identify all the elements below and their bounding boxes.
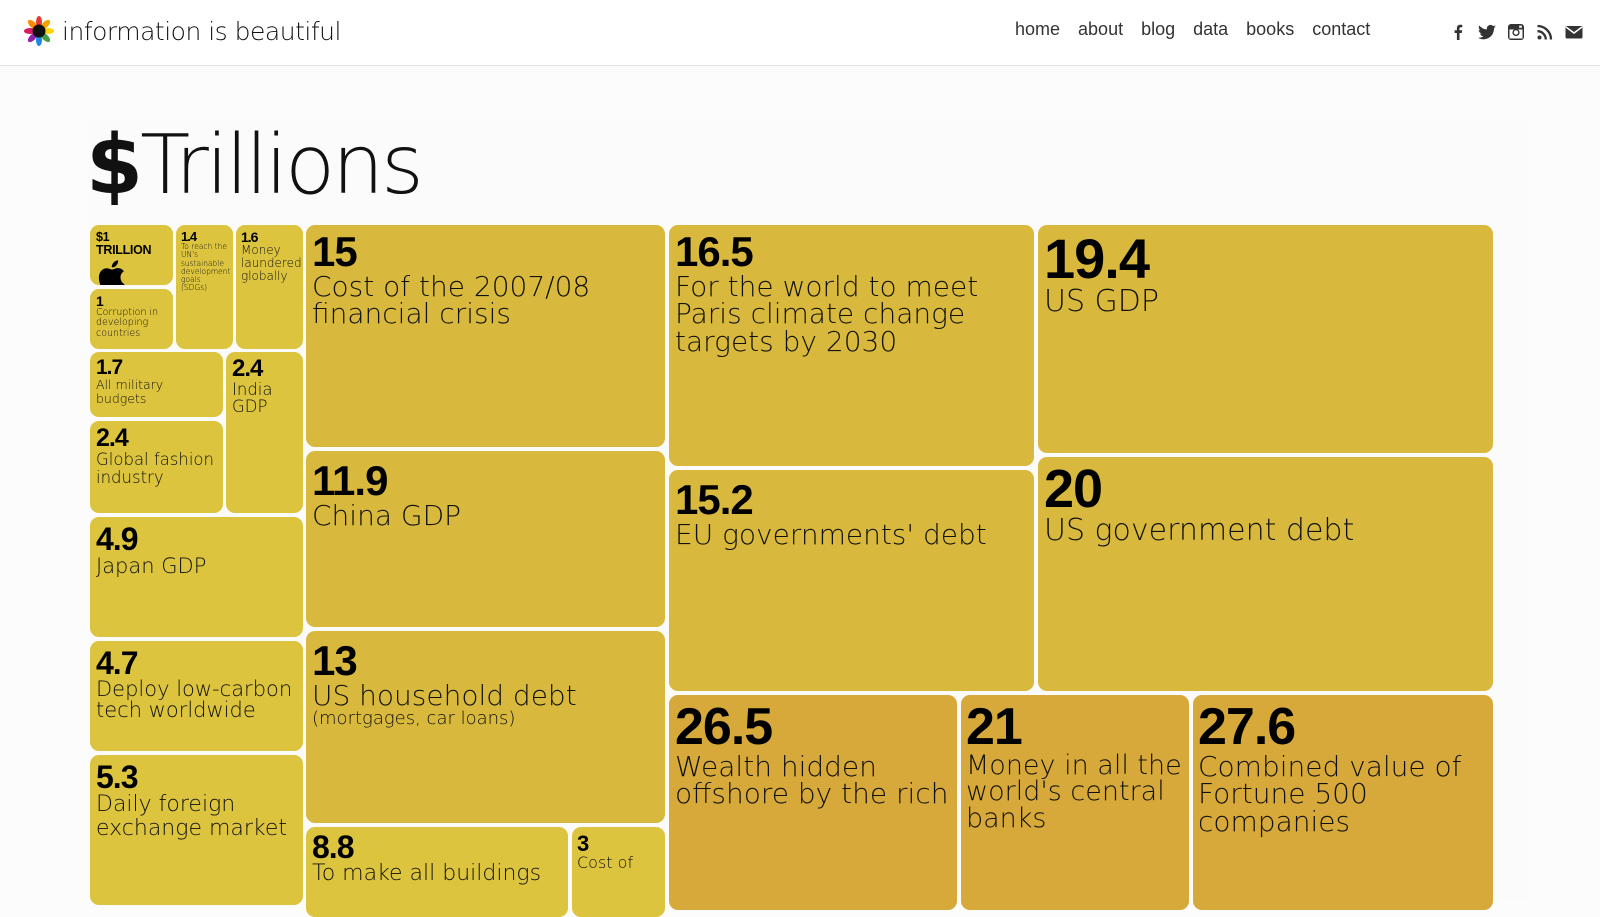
tile-apple[interactable]: $1 TRILLION xyxy=(90,225,173,285)
instagram-icon[interactable] xyxy=(1506,22,1526,42)
nav-about[interactable]: about xyxy=(1078,19,1124,39)
tile-value: 26.5 xyxy=(675,698,773,756)
tile-label: Money in all the world's central banks xyxy=(966,750,1182,834)
tile-label: China GDP xyxy=(312,499,462,532)
tile-label: India GDP xyxy=(232,380,273,417)
tile-corruption[interactable]: 1 Corruption in developing countries xyxy=(90,289,173,349)
tile-value: 11.9 xyxy=(312,457,388,504)
tile-label: US household debt xyxy=(312,679,577,712)
tile-value: 16.5 xyxy=(675,228,754,275)
tile-label: Japan GDP xyxy=(96,554,207,578)
tile-value: 21 xyxy=(966,698,1023,756)
tile-paris[interactable]: 16.5 For the world to meet Paris climate… xyxy=(669,225,1034,466)
tile-label: Deploy low-carbon tech worldwide xyxy=(96,677,293,723)
tile-label: Corruption in developing countries xyxy=(96,307,159,339)
nav-books[interactable]: books xyxy=(1246,19,1295,39)
tile-value: 3 xyxy=(577,831,589,856)
tile-value: 4.9 xyxy=(96,521,138,557)
tile-value: 15 xyxy=(312,228,358,275)
tile-sdgs[interactable]: 1.4 To reach the UN's sustainable develo… xyxy=(176,225,233,349)
social-links xyxy=(1448,22,1584,42)
nav-blog[interactable]: blog xyxy=(1141,19,1176,39)
tile-usgdp[interactable]: 19.4 US GDP xyxy=(1038,225,1493,453)
site-header: information is beautiful home about blog… xyxy=(0,0,1600,66)
tile-label: Cost of xyxy=(577,853,634,872)
tile-household[interactable]: 13 US household debt (mortgages, car loa… xyxy=(306,631,665,823)
tile-value: 19.4 xyxy=(1044,227,1150,290)
tile-label: Money laundered globally xyxy=(241,243,302,284)
tile-value: 1.4 xyxy=(181,229,197,244)
tile-usdebt[interactable]: 20 US government debt xyxy=(1038,457,1493,691)
tile-forex[interactable]: 5.3 Daily foreign exchange market xyxy=(90,755,303,905)
site-logo[interactable]: information is beautiful xyxy=(24,14,341,48)
tile-value: 1.6 xyxy=(241,229,258,245)
tile-value: $1 TRILLION xyxy=(96,230,152,257)
tile-value: 8.8 xyxy=(312,829,354,865)
tile-label: All military budgets xyxy=(96,377,164,406)
flower-logo-icon xyxy=(24,16,54,46)
tile-value: 2.4 xyxy=(232,355,263,382)
tile-japan[interactable]: 4.9 Japan GDP xyxy=(90,517,303,637)
tile-label: Global fashion industry xyxy=(96,450,214,487)
tile-value: 27.6 xyxy=(1198,698,1296,756)
tile-value: 1 xyxy=(96,293,104,309)
tile-fortune[interactable]: 27.6 Combined value of Fortune 500 compa… xyxy=(1193,695,1493,910)
tile-label: Cost of the 2007/08 financial crisis xyxy=(312,270,591,331)
tile-buildings[interactable]: 8.8 To make all buildings xyxy=(306,827,568,917)
tile-value: 1.7 xyxy=(96,356,123,379)
title-word: Trillions xyxy=(140,118,424,213)
nav-data[interactable]: data xyxy=(1193,19,1229,39)
tile-label: For the world to meet Paris climate chan… xyxy=(675,270,979,358)
tile-costof[interactable]: 3 Cost of xyxy=(572,827,665,917)
tile-label: Daily foreign exchange market xyxy=(96,792,288,841)
tile-label: US government debt xyxy=(1044,513,1355,548)
tile-lowcarbon[interactable]: 4.7 Deploy low-carbon tech worldwide xyxy=(90,641,303,751)
tile-value: 4.7 xyxy=(96,645,138,681)
main-nav: home about blog data books contact xyxy=(1015,19,1388,40)
tile-fashion[interactable]: 2.4 Global fashion industry xyxy=(90,421,223,513)
tile-eu[interactable]: 15.2 EU governments' debt xyxy=(669,470,1034,691)
tile-military[interactable]: 1.7 All military budgets xyxy=(90,352,223,417)
tile-value: 2.4 xyxy=(96,424,129,452)
tile-centralbanks[interactable]: 21 Money in all the world's central bank… xyxy=(961,695,1189,910)
nav-contact[interactable]: contact xyxy=(1312,19,1371,39)
tile-india[interactable]: 2.4 India GDP xyxy=(226,352,303,513)
facebook-icon[interactable] xyxy=(1448,22,1468,42)
email-icon[interactable] xyxy=(1564,22,1584,42)
tile-china[interactable]: 11.9 China GDP xyxy=(306,451,665,627)
nav-home[interactable]: home xyxy=(1015,19,1061,39)
tile-label: EU governments' debt xyxy=(675,518,987,551)
tile-crisis[interactable]: 15 Cost of the 2007/08 financial crisis xyxy=(306,225,665,447)
twitter-icon[interactable] xyxy=(1477,22,1497,42)
tile-laundered[interactable]: 1.6 Money laundered globally xyxy=(236,225,303,349)
title-dollar-sign: $ xyxy=(86,118,143,213)
tile-value: 15.2 xyxy=(675,476,754,523)
tile-label: To make all buildings xyxy=(312,861,542,886)
tile-value: 20 xyxy=(1044,459,1103,519)
tile-label: To reach the UN's sustainable developmen… xyxy=(181,242,231,293)
tile-label: US GDP xyxy=(1044,284,1159,319)
tile-offshore[interactable]: 26.5 Wealth hidden offshore by the rich xyxy=(669,695,957,910)
site-name: information is beautiful xyxy=(62,16,341,46)
tile-value: 5.3 xyxy=(96,759,138,795)
tile-label: Combined value of Fortune 500 companies xyxy=(1198,750,1462,838)
tile-label: Wealth hidden offshore by the rich xyxy=(675,750,949,811)
apple-icon xyxy=(98,260,125,285)
tile-sublabel: (mortgages, car loans) xyxy=(312,708,516,730)
page-title: $Trillions xyxy=(86,118,424,213)
tile-value: 13 xyxy=(312,637,358,684)
rss-icon[interactable] xyxy=(1535,22,1555,42)
